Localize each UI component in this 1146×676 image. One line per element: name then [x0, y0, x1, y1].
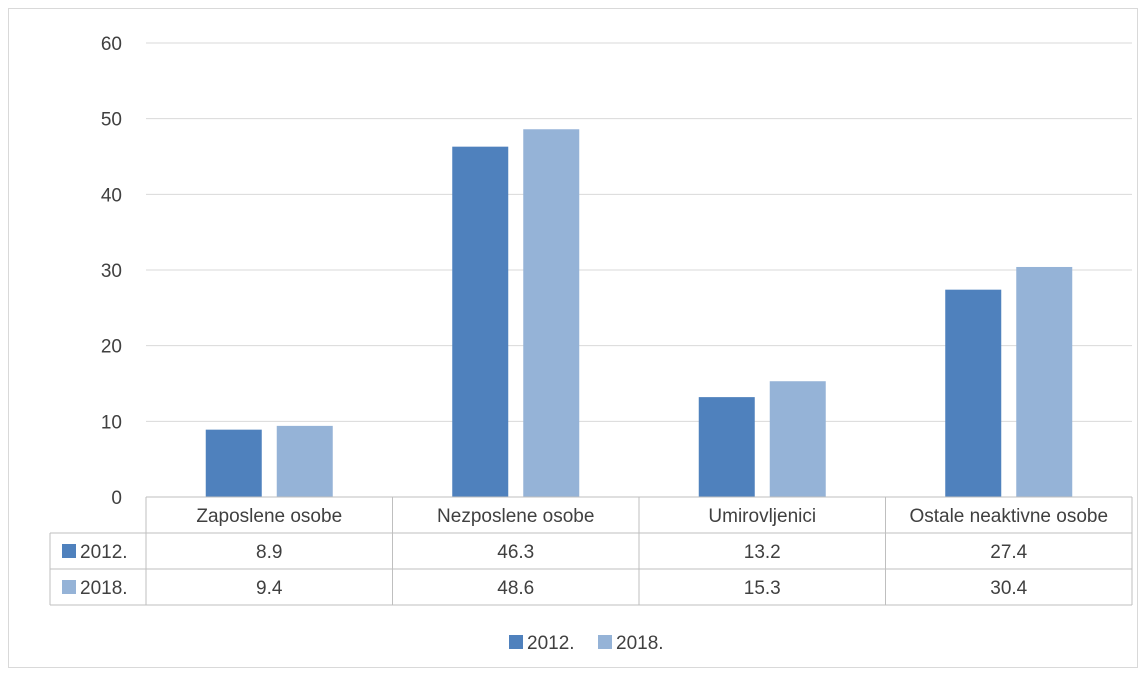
y-tick-label-10: 10	[101, 412, 122, 433]
x-category-label: Umirovljenici	[708, 506, 816, 527]
bar-2018-3	[1016, 266, 1073, 497]
bar-2012-0	[205, 429, 262, 497]
bar-2018-2	[769, 381, 826, 497]
y-tick-label-50: 50	[101, 110, 122, 131]
bar-2012-3	[945, 289, 1002, 497]
x-category-label: Ostale neaktivne osobe	[909, 506, 1108, 527]
y-tick-label-40: 40	[101, 185, 122, 206]
table-series-swatch	[62, 580, 76, 594]
table-value: 9.4	[256, 578, 283, 599]
bar-2018-1	[523, 129, 580, 497]
table-value: 30.4	[990, 578, 1027, 599]
table-series-swatch	[62, 544, 76, 558]
table-value: 13.2	[744, 542, 781, 563]
y-tick-label-0: 0	[111, 488, 122, 509]
y-tick-label-20: 20	[101, 337, 122, 358]
table-value: 27.4	[990, 542, 1027, 563]
legend-label: 2018.	[616, 633, 664, 654]
table-series-label: 2012.	[80, 542, 128, 563]
legend-swatch	[509, 635, 523, 649]
table-value: 15.3	[744, 578, 781, 599]
y-tick-label-60: 60	[101, 34, 122, 55]
bar-2012-1	[452, 146, 509, 497]
table-value: 48.6	[497, 578, 534, 599]
table-series-label: 2018.	[80, 578, 128, 599]
x-category-label: Nezposlene osobe	[437, 506, 594, 527]
legend-label: 2012.	[527, 633, 575, 654]
table-value: 8.9	[256, 542, 282, 563]
x-category-label: Zaposlene osobe	[196, 506, 342, 527]
bar-2012-2	[698, 397, 755, 497]
bar-2018-0	[276, 425, 333, 497]
table-value: 46.3	[497, 542, 534, 563]
y-tick-label-30: 30	[101, 261, 122, 282]
legend-swatch	[598, 635, 612, 649]
